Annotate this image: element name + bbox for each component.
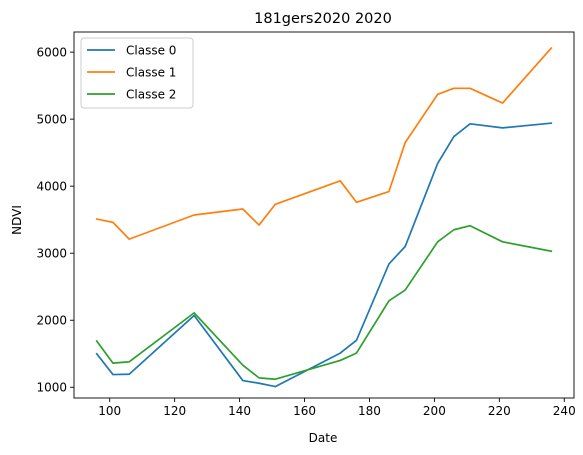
x-tick-label: 100: [98, 404, 121, 418]
series-lines: [95, 46, 553, 388]
legend: Classe 0 Classe 1 Classe 2: [80, 37, 194, 109]
series-line-1: [95, 46, 553, 240]
axes: 100 120 140 160 180 200 220 240 1000 2000 3000 4000…: [36, 31, 576, 418]
series-line-2: [95, 224, 553, 381]
chart-title: 181gers2020 2020: [254, 11, 392, 27]
legend-label-2: Classe 2: [126, 88, 176, 102]
y-tick-label: 2000: [36, 313, 67, 327]
x-tick-label: 140: [228, 404, 251, 418]
x-tick-label: 220: [488, 404, 511, 418]
x-tick-label: 240: [553, 404, 576, 418]
plot-frame: [73, 31, 575, 399]
x-tick-label: 200: [423, 404, 446, 418]
y-tick-label: 3000: [36, 246, 67, 260]
legend-label-0: Classe 0: [126, 44, 176, 58]
x-axis-label: Date: [309, 431, 338, 445]
series-line-0: [95, 122, 553, 388]
x-tick-label: 160: [293, 404, 316, 418]
x-tick-label: 120: [163, 404, 186, 418]
legend-label-1: Classe 1: [126, 66, 176, 80]
y-tick-label: 1000: [36, 380, 67, 394]
y-tick-label: 4000: [36, 179, 67, 193]
y-axis-label: NDVI: [10, 205, 24, 235]
legend-box: [80, 37, 194, 109]
y-tick-label: 6000: [36, 45, 67, 59]
y-tick-label: 5000: [36, 112, 67, 126]
x-tick-label: 180: [358, 404, 381, 418]
